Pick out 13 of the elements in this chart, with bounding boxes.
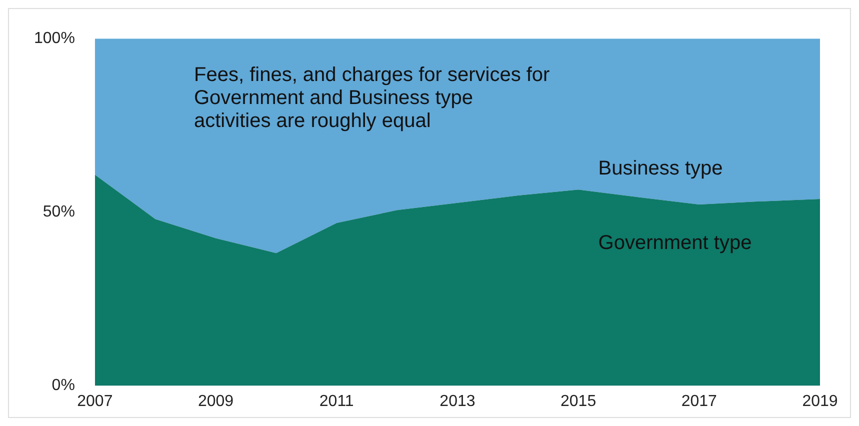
y-tick-label: 0% xyxy=(52,377,75,394)
x-tick-label: 2007 xyxy=(77,392,113,410)
y-tick-label: 100% xyxy=(34,30,75,48)
x-tick-label: 2017 xyxy=(681,392,718,410)
series-label: Government type xyxy=(598,232,752,254)
annotation: Fees, fines, and charges for services for Government and Business type activities are roughly equal xyxy=(194,64,551,133)
x-tick-label: 2011 xyxy=(319,392,354,410)
y-tick-label: 50% xyxy=(42,204,75,221)
x-tick-label: 2013 xyxy=(440,392,476,410)
series-label: Business type xyxy=(598,157,723,180)
x-tick-label: 2019 xyxy=(802,392,838,410)
x-tick-label: 2009 xyxy=(198,392,234,410)
x-tick-label: 2015 xyxy=(560,392,596,410)
